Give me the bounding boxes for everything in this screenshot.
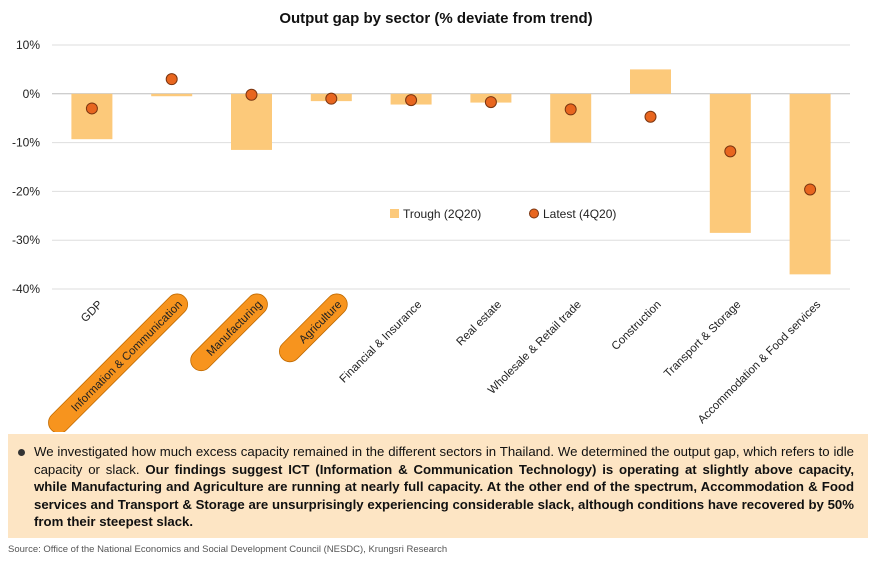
trough-bar	[630, 69, 671, 94]
x-tick-group: Construction	[610, 299, 664, 353]
latest-marker	[325, 92, 338, 105]
y-tick-label: -30%	[12, 233, 40, 247]
source-note: Source: Office of the National Economics…	[8, 544, 448, 555]
latest-marker	[484, 96, 497, 109]
findings-text: We investigated how much excess capacity…	[34, 443, 854, 531]
trough-bar	[151, 93, 193, 97]
x-tick-group: Information & Communication	[48, 293, 189, 432]
chart-title: Output gap by sector (% deviate from tre…	[279, 10, 592, 27]
x-tick-group: Wholesale & Retail trade	[486, 299, 584, 397]
x-tick-group: Manufacturing	[190, 293, 268, 372]
y-tick-label: -40%	[12, 282, 40, 296]
y-axis-ticks: 10% 0% -10% -20% -30% -40%	[12, 38, 40, 296]
latest-marker	[165, 73, 178, 86]
y-tick-label: 0%	[23, 87, 41, 101]
x-tick-label: Real estate	[455, 299, 505, 349]
x-tick-label: GDP	[79, 299, 105, 325]
trough-bar	[709, 93, 751, 233]
highlight-pill	[278, 293, 348, 363]
trough-bars	[71, 69, 831, 275]
legend-swatch-trough	[390, 209, 399, 218]
latest-marker	[245, 88, 258, 101]
trough-bar	[550, 93, 592, 143]
x-tick-label: Wholesale & Retail trade	[486, 299, 584, 397]
latest-marker	[405, 94, 418, 107]
findings-bold: Our findings suggest ICT (Information & …	[34, 461, 854, 530]
latest-marker	[85, 102, 98, 115]
latest-markers	[85, 73, 817, 196]
trough-bar	[71, 93, 113, 140]
legend-label-latest: Latest (4Q20)	[543, 207, 616, 221]
legend: Trough (2Q20) Latest (4Q20)	[390, 207, 616, 221]
trough-bar	[231, 93, 272, 150]
findings-plain: We investigated how much excess capacity…	[34, 444, 854, 477]
y-tick-label: -20%	[12, 184, 40, 198]
x-tick-label: Transport & Storage	[662, 299, 743, 380]
y-tick-label: 10%	[16, 38, 40, 52]
highlight-pill	[190, 293, 268, 372]
x-tick-group: Financial & Insurance	[338, 299, 425, 386]
findings-note: We investigated how much excess capacity…	[8, 434, 868, 538]
x-tick-label: Financial & Insurance	[338, 299, 425, 386]
legend-swatch-latest	[529, 208, 539, 219]
x-tick-label: Manufacturing	[205, 299, 265, 359]
latest-marker	[724, 145, 737, 158]
x-tick-label: Construction	[610, 299, 664, 353]
legend-label-trough: Trough (2Q20)	[403, 207, 481, 221]
latest-marker	[804, 183, 817, 196]
y-tick-label: -10%	[12, 136, 40, 150]
x-tick-group: GDP	[79, 299, 105, 325]
latest-marker	[564, 103, 577, 116]
bullet-icon	[18, 449, 25, 456]
output-gap-chart: Output gap by sector (% deviate from tre…	[12, 10, 850, 432]
x-tick-group: Transport & Storage	[662, 299, 743, 380]
highlight-pill	[48, 293, 189, 432]
x-tick-group: Real estate	[455, 299, 505, 349]
x-tick-group: Agriculture	[278, 293, 348, 363]
latest-marker	[644, 110, 657, 123]
